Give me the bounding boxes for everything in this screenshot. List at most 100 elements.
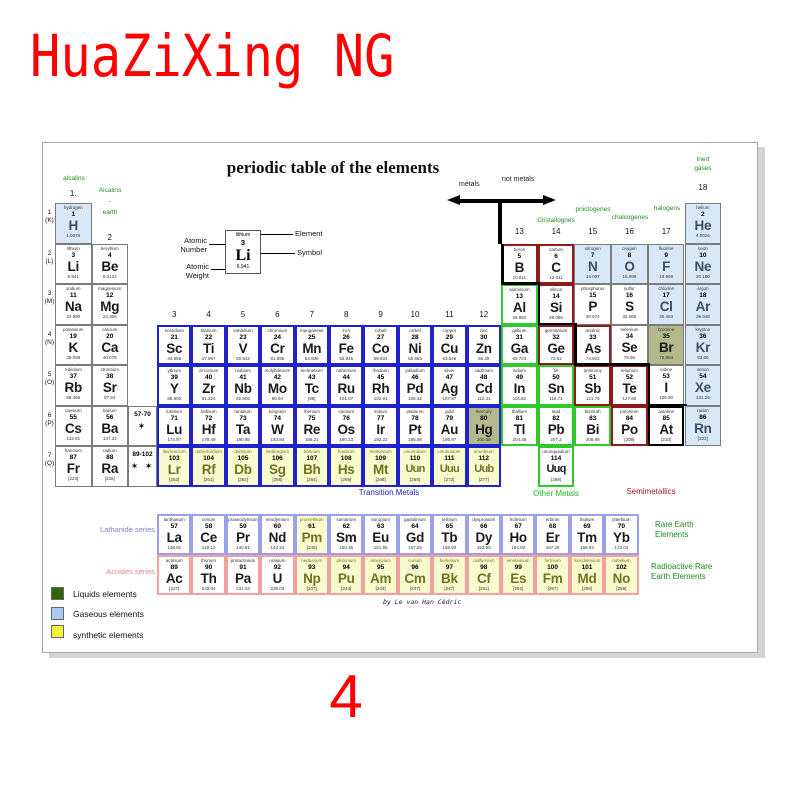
- element-cell-Er: erbium 68 Er 167.26: [535, 514, 570, 555]
- element-number: 20: [106, 332, 114, 340]
- element-cell-Cd: cadmium 48 Cd 112.41: [466, 365, 501, 406]
- element-weight: 58.933: [373, 355, 388, 361]
- element-name: rutherfordium: [195, 449, 222, 454]
- element-cell-Bh: bohrium 107 Bh [264]: [294, 446, 329, 487]
- element-number: 105: [237, 455, 249, 462]
- element-weight: 85.468: [66, 395, 81, 400]
- element-cell-La: lanthanum 57 La 138.91: [157, 514, 192, 555]
- element-symbol: Rh: [371, 381, 390, 396]
- element-number: 9: [664, 251, 668, 259]
- element-weight: 87.62: [104, 395, 116, 400]
- element-cell-Mo: molybdenum 42 Mo 95.94: [260, 365, 295, 406]
- element-name: cobalt: [374, 327, 387, 333]
- element-cell-Md: mendelevium 101 Md [258]: [569, 554, 605, 595]
- element-number: 54: [699, 373, 707, 380]
- element-name: silver: [444, 368, 455, 373]
- element-weight: [247]: [409, 585, 420, 591]
- element-name: europium: [371, 517, 390, 522]
- element-symbol: Br: [658, 339, 674, 355]
- element-name: ruthenium: [336, 368, 357, 373]
- element-symbol: Gd: [405, 530, 425, 545]
- element-name: promethium: [299, 517, 324, 522]
- element-name: bismuth: [584, 408, 601, 414]
- element-name: sulfur: [623, 286, 635, 291]
- element-number: 58: [204, 523, 213, 530]
- element-number: 40: [204, 374, 213, 381]
- element-symbol: Am: [370, 570, 392, 586]
- element-symbol: As: [584, 340, 602, 356]
- element-symbol: Bi: [586, 421, 600, 437]
- element-cell-Ca: calcium 20 Ca 40.078: [91, 324, 128, 365]
- element-weight: 15.999: [622, 273, 637, 279]
- element-symbol: Pd: [406, 381, 424, 396]
- period-label-4: 4 (N): [44, 330, 55, 346]
- element-name: gallium: [512, 327, 527, 333]
- period-label-1: 1 (K): [45, 209, 54, 224]
- element-cell-Be: beryllium 4 Be 9.0122: [91, 243, 128, 284]
- element-name: polonium: [620, 408, 639, 414]
- group-number-16: 16: [624, 227, 634, 236]
- element-weight: [272]: [444, 477, 455, 482]
- page-number: 4: [329, 663, 363, 730]
- explainer-cell: lithium 3 Li 6.941: [225, 230, 261, 274]
- element-weight: [247]: [444, 585, 455, 591]
- element-weight: [262]: [169, 477, 180, 482]
- element-name: ununquadium: [542, 449, 570, 454]
- element-cell-Am: americium 95 Am [243]: [363, 554, 398, 595]
- explainer-symbol: Li: [235, 247, 251, 264]
- element-cell-Nb: niobium 41 Nb 92.906: [225, 365, 261, 406]
- element-weight: [268]: [375, 477, 386, 482]
- element-name: uranium: [269, 557, 286, 563]
- staircase-line: [574, 324, 577, 365]
- element-name: lutetium: [166, 408, 183, 414]
- element-cell-Rh: rhodium 45 Rh 102.91: [363, 365, 398, 406]
- element-cell-Tc: technetium 43 Tc [98]: [294, 365, 329, 406]
- element-weight: 39.098: [66, 354, 81, 360]
- element-name: hafnium: [200, 408, 217, 414]
- label-cristallognes: Cristallognes: [537, 217, 575, 224]
- element-number: 45: [376, 374, 385, 381]
- element-number: 48: [480, 374, 488, 381]
- element-name: berkelium: [439, 557, 460, 563]
- element-symbol: Cd: [475, 381, 493, 396]
- element-symbol: Al: [512, 300, 526, 315]
- element-symbol: Db: [234, 462, 252, 477]
- element-symbol: Sb: [584, 381, 602, 396]
- element-weight: 195.08: [408, 436, 422, 442]
- element-weight: 150.36: [339, 545, 354, 550]
- element-symbol: U: [272, 570, 283, 586]
- element-name: copper: [442, 327, 457, 333]
- element-weight: 10.811: [512, 274, 527, 280]
- element-weight: 101.07: [339, 396, 354, 401]
- element-cell-B: boron 5 B 10.811: [501, 243, 538, 284]
- element-name: rhodium: [372, 368, 389, 373]
- element-number: 65: [445, 523, 453, 530]
- staircase-line: [537, 322, 577, 325]
- element-weight: 192.22: [373, 436, 388, 442]
- element-name: chromium: [267, 327, 288, 333]
- staircase-line: [537, 284, 541, 325]
- period-label-5: 5 (O): [44, 371, 55, 386]
- element-name: antimony: [583, 368, 602, 373]
- group-number-14: 14: [551, 227, 561, 236]
- element-number: 47: [445, 374, 453, 381]
- element-number: 37: [69, 373, 77, 380]
- element-cell-Cl: chlorine 17 Cl 35.453: [647, 284, 685, 325]
- element-weight: 30.974: [585, 314, 600, 319]
- element-number: 101: [581, 563, 593, 571]
- element-cell-Fm: fermium 100 Fm [257]: [535, 554, 570, 595]
- element-symbol: Er: [545, 530, 560, 545]
- legend-label-synthetic: synthetic elements: [73, 630, 144, 640]
- element-number: 30: [480, 333, 488, 341]
- element-weight: 106.42: [408, 396, 422, 401]
- element-cell-Fr: francium 87 Fr [223]: [55, 446, 92, 487]
- label-atomic-weight: Atomic Weight: [185, 262, 209, 280]
- element-number: 7: [590, 251, 595, 259]
- element-cell-Pu: plutonium 94 Pu [244]: [329, 554, 364, 595]
- element-number: 82: [552, 414, 560, 422]
- element-symbol: Dy: [475, 530, 493, 545]
- element-number: 108: [340, 455, 352, 462]
- element-cell-Eu: europium 63 Eu 151.96: [363, 514, 398, 555]
- element-number: 5: [517, 252, 522, 260]
- element-cell-I: iodine 53 I 126.90: [647, 365, 685, 406]
